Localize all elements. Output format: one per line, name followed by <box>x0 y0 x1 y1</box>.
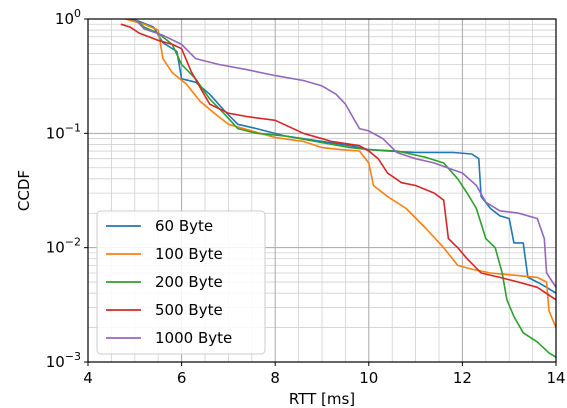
legend-label: 1000 Byte <box>155 329 232 347</box>
y-tick-label: 10−3 <box>46 350 81 371</box>
legend: 60 Byte 100 Byte 200 Byte 500 Byte 1000 Byte <box>96 210 266 355</box>
series-line-1000-byte <box>134 18 557 288</box>
y-tick-label: 10−1 <box>46 121 81 142</box>
y-tick-label: 100 <box>55 7 81 28</box>
series-line-100-byte <box>125 18 557 328</box>
x-axis-label: RTT [ms] <box>289 390 355 408</box>
plot-frame <box>87 18 557 363</box>
axis-ticks: 4 6 8 10 12 14 10−3 10−2 10−1 100 <box>46 7 566 387</box>
x-tick-label: 4 <box>83 369 93 387</box>
y-axis-label: CCDF <box>15 170 33 211</box>
x-tick-label: 6 <box>177 369 187 387</box>
legend-label: 100 Byte <box>155 245 223 263</box>
legend-label: 200 Byte <box>155 273 223 291</box>
y-tick-label: 10−2 <box>46 236 81 257</box>
series-lines <box>120 18 557 358</box>
x-tick-label: 8 <box>270 369 280 387</box>
x-tick-label: 14 <box>546 369 565 387</box>
legend-box <box>96 210 266 355</box>
x-tick-label: 10 <box>359 369 378 387</box>
x-tick-label: 12 <box>453 369 472 387</box>
series-line-200-byte <box>134 18 557 358</box>
series-line-500-byte <box>120 23 557 301</box>
legend-label: 500 Byte <box>155 301 223 319</box>
legend-label: 60 Byte <box>155 217 213 235</box>
